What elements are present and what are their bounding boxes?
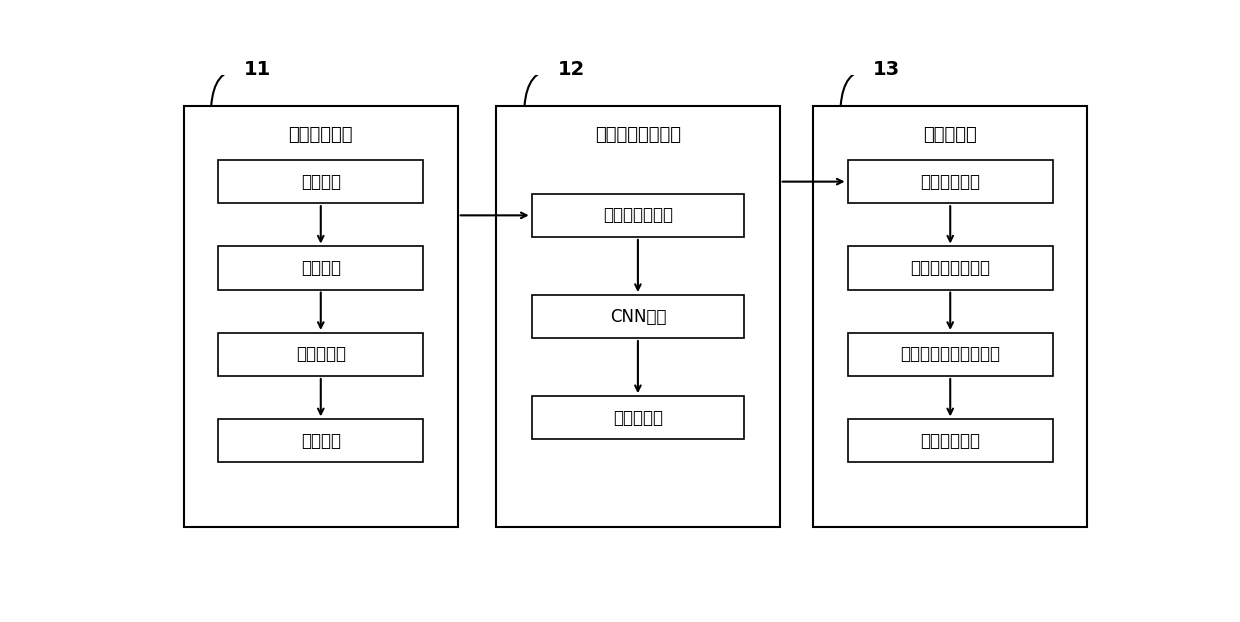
- Text: 滤除细胞核超像素: 滤除细胞核超像素: [910, 259, 991, 277]
- Text: CNN筛选: CNN筛选: [610, 307, 666, 325]
- Text: 光照矫正: 光照矫正: [301, 259, 341, 277]
- Text: 12: 12: [558, 60, 585, 80]
- Text: 候选细胞核检测: 候选细胞核检测: [603, 207, 673, 225]
- Bar: [532, 295, 744, 338]
- Text: 13: 13: [873, 60, 900, 80]
- Bar: [532, 194, 744, 237]
- Bar: [496, 106, 780, 527]
- Text: 11: 11: [243, 60, 270, 80]
- Bar: [218, 419, 424, 462]
- Text: 细胞核分割: 细胞核分割: [613, 409, 663, 427]
- Text: 阈值分割: 阈值分割: [301, 432, 341, 450]
- Text: 平滑去噪: 平滑去噪: [301, 173, 341, 190]
- Bar: [218, 333, 424, 376]
- Bar: [532, 396, 744, 439]
- Text: 细胞边界精调: 细胞边界精调: [920, 432, 981, 450]
- Text: 多细胞标签（粗分割）: 多细胞标签（粗分割）: [900, 345, 1001, 363]
- Bar: [218, 160, 424, 203]
- Bar: [847, 246, 1053, 290]
- Text: 细胞团块分割: 细胞团块分割: [289, 126, 353, 144]
- Bar: [847, 419, 1053, 462]
- Bar: [847, 160, 1053, 203]
- Bar: [184, 106, 458, 527]
- Text: 形态学操作: 形态学操作: [296, 345, 346, 363]
- Bar: [847, 333, 1053, 376]
- Bar: [813, 106, 1087, 527]
- Text: 细胞质分割: 细胞质分割: [924, 126, 977, 144]
- Text: 超像素过分割: 超像素过分割: [920, 173, 981, 190]
- Bar: [218, 246, 424, 290]
- Text: 细胞核检测与分割: 细胞核检测与分割: [595, 126, 681, 144]
